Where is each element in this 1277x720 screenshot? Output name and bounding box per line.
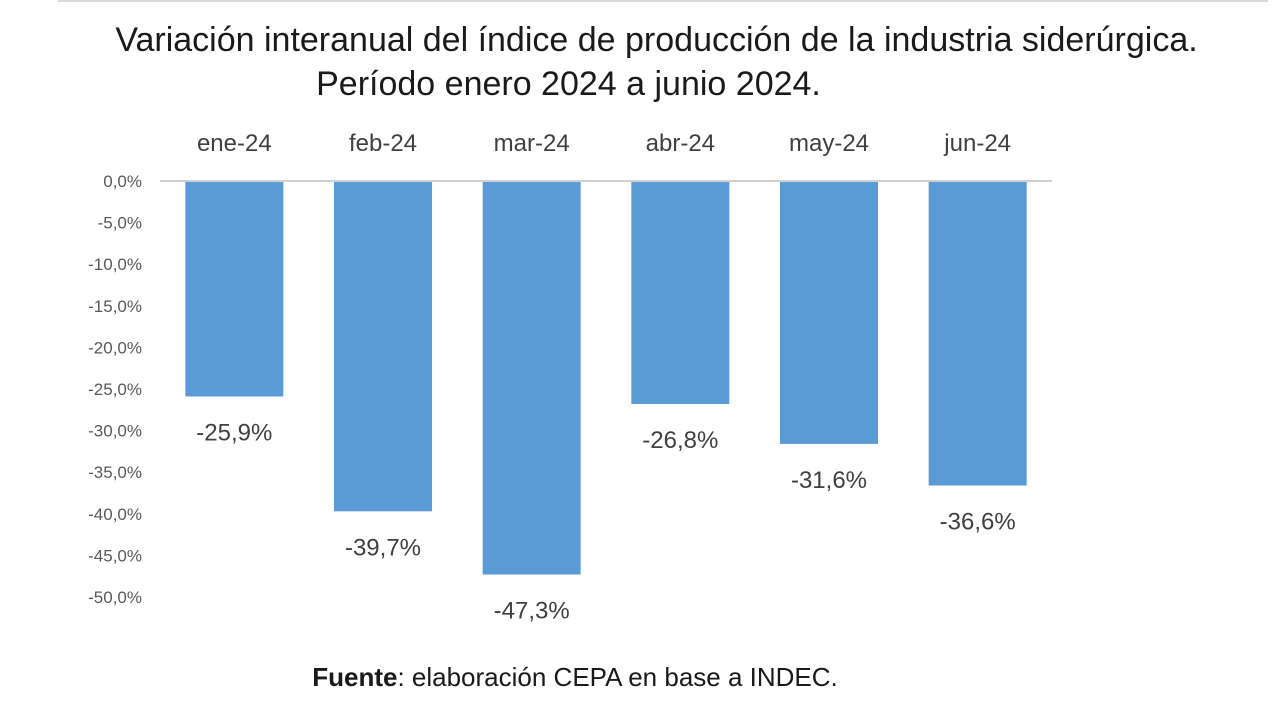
y-tick-label: 0,0%	[103, 172, 142, 191]
bar-abr-24	[631, 181, 730, 404]
bar-ene-24	[185, 181, 284, 397]
top-divider	[58, 0, 1268, 2]
x-tick-label: abr-24	[646, 130, 715, 157]
source-label: Fuente	[312, 662, 398, 692]
bar-feb-24	[334, 181, 432, 512]
data-label: -39,7%	[345, 534, 421, 561]
data-label: -26,8%	[642, 427, 718, 454]
bar-jun-24	[928, 181, 1027, 486]
y-tick-label: -25,0%	[88, 380, 142, 399]
y-tick-label: -10,0%	[88, 255, 142, 274]
bar-may-24	[780, 181, 878, 444]
chart-title: Variación interanual del índice de produ…	[115, 21, 1198, 59]
bar-mar-24	[482, 181, 581, 575]
y-tick-label: -5,0%	[98, 214, 142, 233]
chart-subtitle: Período enero 2024 a junio 2024.	[316, 65, 821, 103]
y-tick-label: -40,0%	[88, 505, 142, 524]
x-tick-label: ene-24	[197, 130, 272, 157]
y-tick-label: -45,0%	[88, 546, 142, 565]
data-label: -31,6%	[791, 467, 867, 494]
x-tick-label: jun-24	[943, 130, 1011, 157]
data-label: -47,3%	[494, 598, 570, 625]
x-tick-label: feb-24	[349, 130, 417, 157]
y-tick-label: -50,0%	[88, 588, 142, 607]
x-tick-label: may-24	[789, 130, 869, 157]
data-label: -25,9%	[196, 419, 272, 446]
y-tick-label: -15,0%	[88, 297, 142, 316]
y-tick-label: -20,0%	[88, 338, 142, 357]
x-tick-label: mar-24	[494, 130, 570, 157]
source-note: Fuente: elaboración CEPA en base a INDEC…	[0, 662, 1150, 693]
y-tick-label: -30,0%	[88, 422, 142, 441]
data-label: -36,6%	[940, 509, 1016, 536]
source-text: : elaboración CEPA en base a INDEC.	[397, 662, 838, 692]
y-tick-label: -35,0%	[88, 463, 142, 482]
